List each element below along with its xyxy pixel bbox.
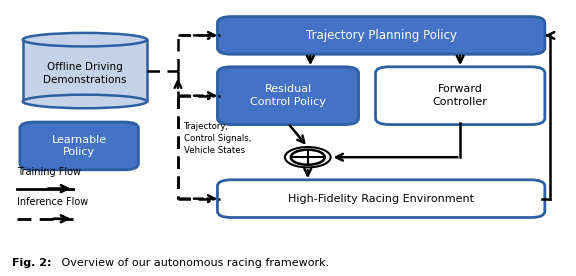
Text: Forward
Controller: Forward Controller	[433, 84, 488, 107]
Ellipse shape	[22, 33, 147, 46]
Circle shape	[291, 150, 325, 165]
Text: Fig. 2:: Fig. 2:	[12, 258, 51, 268]
FancyBboxPatch shape	[218, 67, 358, 124]
FancyBboxPatch shape	[218, 17, 545, 54]
FancyBboxPatch shape	[20, 122, 138, 170]
Text: Learnable
Policy: Learnable Policy	[52, 135, 107, 157]
Ellipse shape	[22, 95, 147, 108]
Text: Trajectory Planning Policy: Trajectory Planning Policy	[306, 29, 457, 42]
Text: Training Flow: Training Flow	[17, 167, 81, 177]
FancyBboxPatch shape	[376, 67, 545, 124]
FancyBboxPatch shape	[218, 180, 545, 217]
Text: Overview of our autonomous racing framework.: Overview of our autonomous racing framew…	[58, 258, 329, 268]
Text: Inference Flow: Inference Flow	[17, 197, 88, 208]
Text: Offline Driving
Demonstrations: Offline Driving Demonstrations	[43, 62, 127, 85]
Text: High-Fidelity Racing Environment: High-Fidelity Racing Environment	[288, 194, 474, 204]
Bar	[22, 40, 147, 102]
Text: Residual
Control Policy: Residual Control Policy	[250, 84, 326, 107]
Text: Trajectory,
Control Signals,
Vehicle States: Trajectory, Control Signals, Vehicle Sta…	[184, 122, 251, 155]
